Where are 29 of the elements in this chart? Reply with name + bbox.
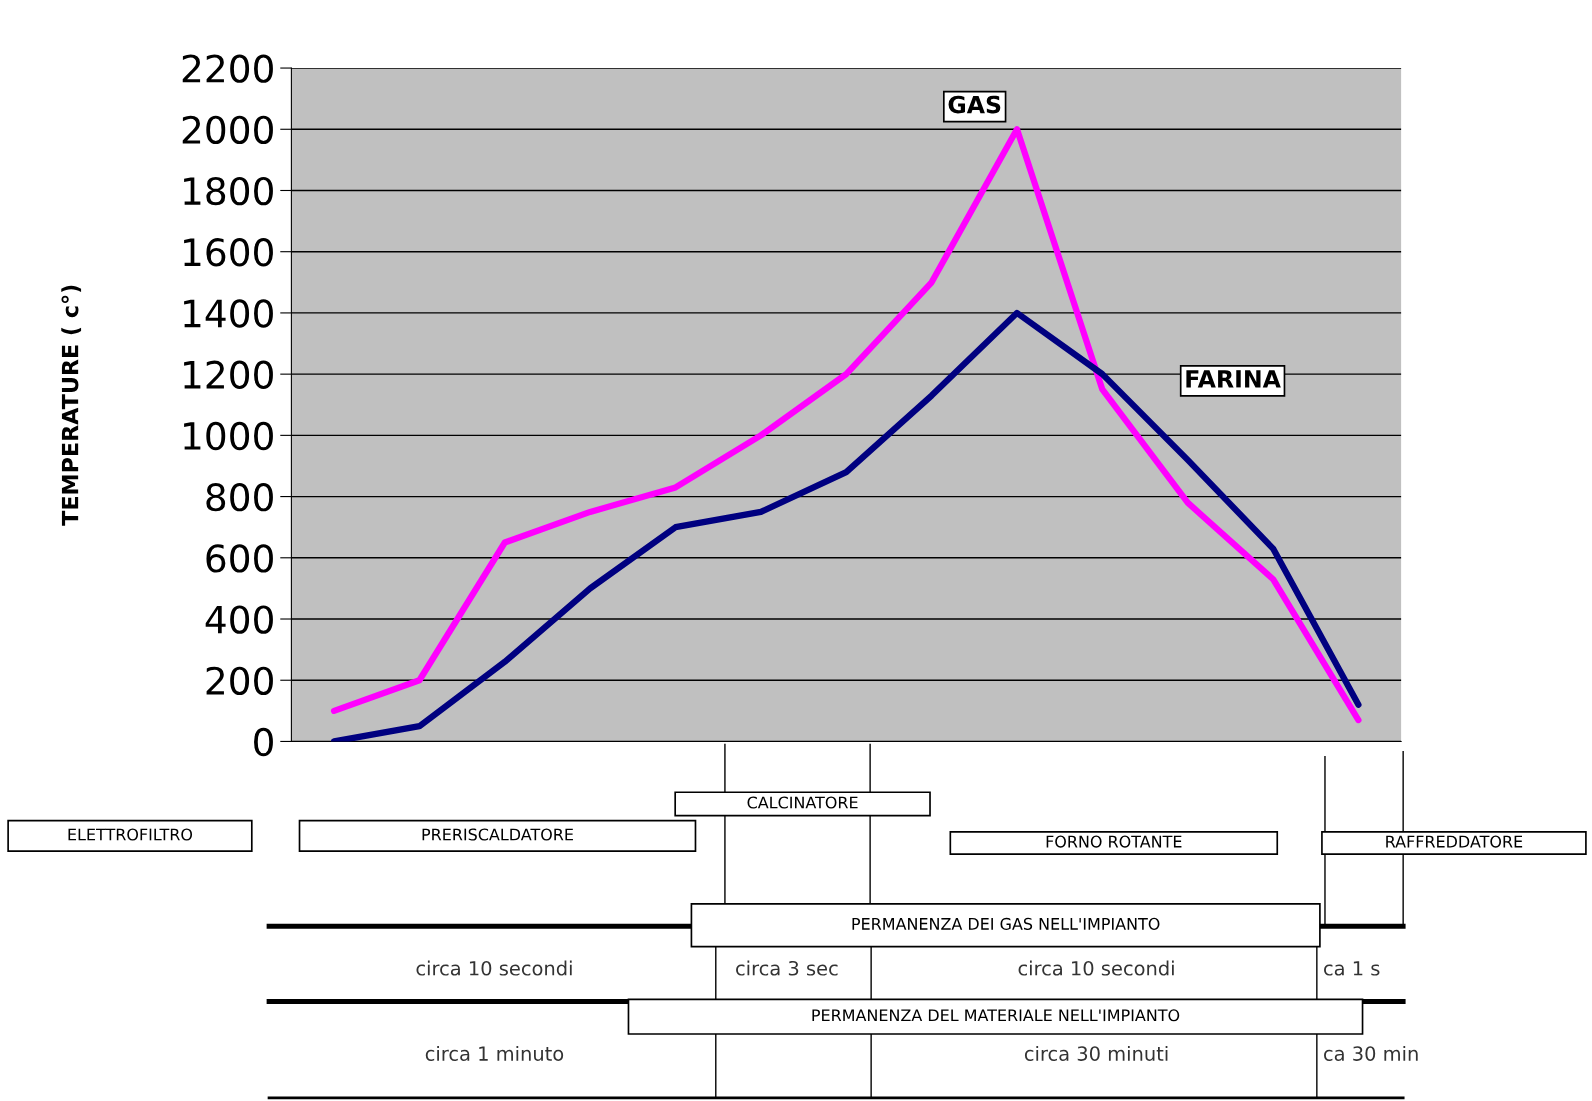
text: circa 10 secondi [416, 960, 572, 976]
y-tick-label: 600 [206, 544, 273, 573]
y-tick-label: 1800 [184, 176, 273, 206]
text: circa 3 sec [736, 960, 838, 976]
text: PERMANENZA DEL MATERIALE NELL'IMPIANTO [812, 1009, 1180, 1022]
text: ca 1 s [1324, 961, 1380, 976]
y-tick-label: 200 [206, 666, 273, 696]
text: PRERISCALDATORE [422, 828, 573, 841]
y-tick-label: 2200 [182, 54, 273, 83]
text: FORNO ROTANTE [1046, 835, 1182, 848]
text: circa 1 minuto [425, 1045, 564, 1061]
text: CALCINATORE [747, 796, 858, 809]
y-tick-label: 2000 [182, 115, 273, 145]
text: FARINA [1186, 370, 1281, 388]
text: circa 30 minuti [1024, 1045, 1168, 1061]
text: circa 10 secondi [1018, 960, 1174, 976]
y-axis-title: TEMPERATURE ( c°) [61, 285, 82, 526]
y-tick-label: 1600 [184, 238, 273, 267]
text: RAFFREDDATORE [1386, 835, 1523, 848]
series-label: GAS [948, 95, 1001, 114]
y-tick-label: 800 [206, 482, 273, 512]
text: ELETTROFILTRO [68, 828, 193, 841]
y-tick-label: 1400 [184, 299, 273, 328]
y-tick-label: 1200 [184, 360, 273, 389]
y-tick-label: 400 [205, 605, 273, 634]
text: ca 30 min [1324, 1045, 1418, 1061]
text: PERMANENZA DEI GAS NELL'IMPIANTO [852, 917, 1160, 930]
y-tick-label: 0 [254, 727, 273, 757]
y-tick-label: 1000 [184, 421, 273, 451]
